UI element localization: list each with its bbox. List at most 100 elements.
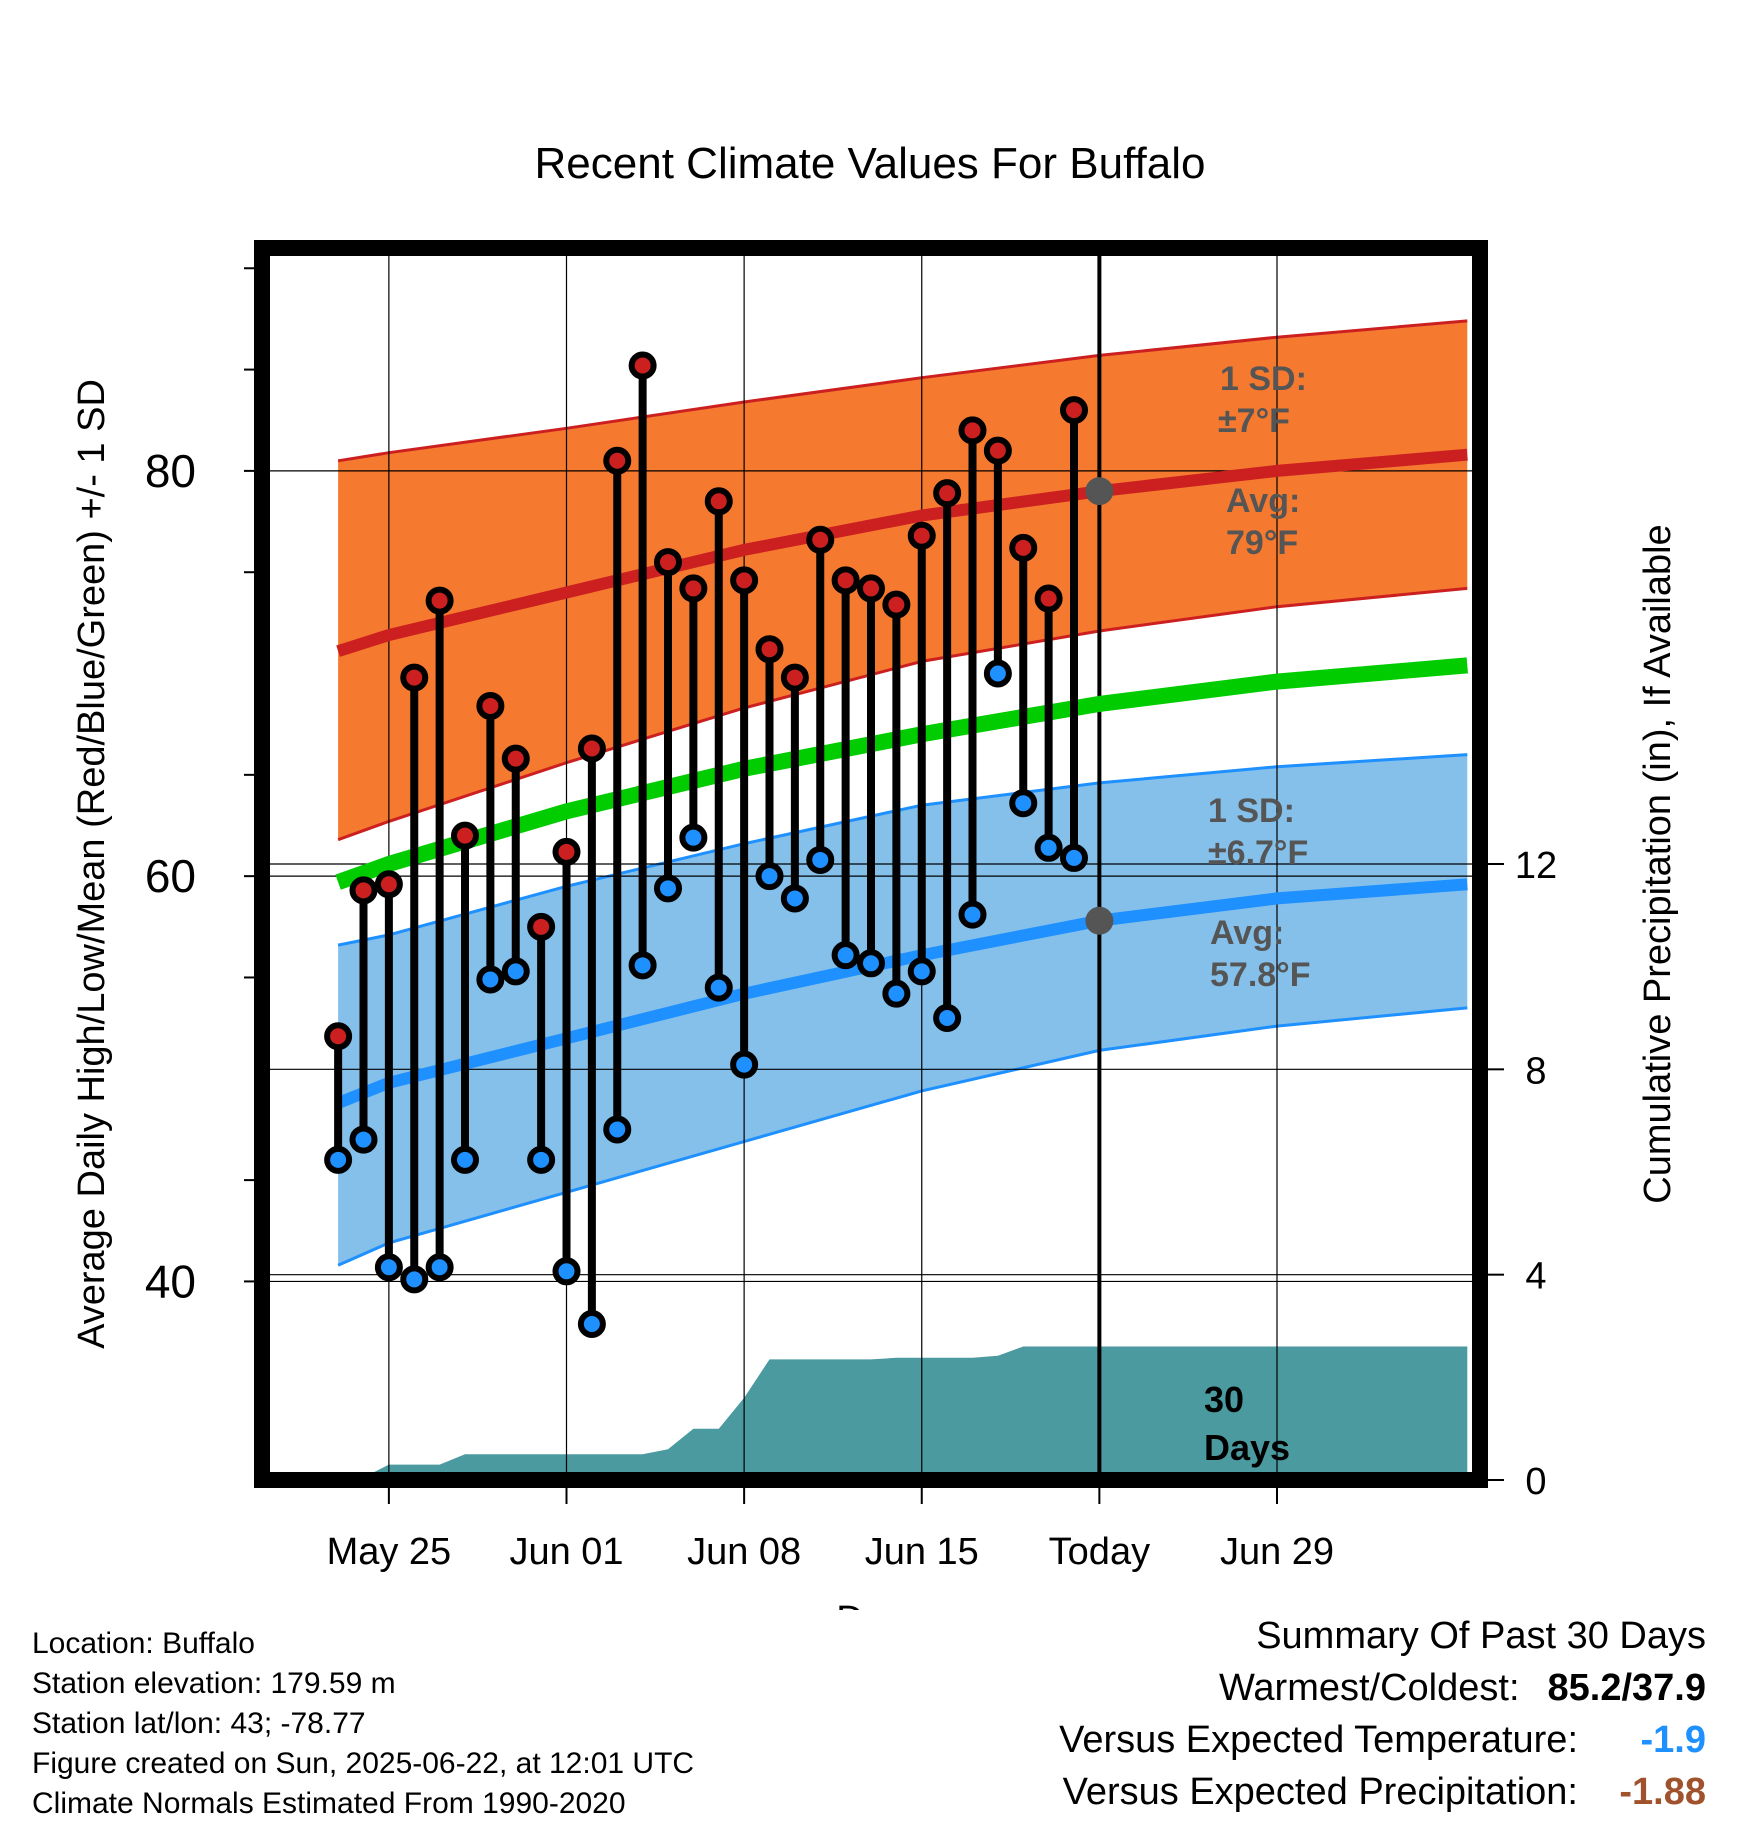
low-point: [603, 1115, 632, 1144]
low-point: [577, 1309, 606, 1338]
high-point: [577, 734, 606, 763]
location-text: Location: Buffalo: [32, 1627, 255, 1660]
normals-text: Climate Normals Estimated From 1990-2020: [32, 1787, 626, 1820]
low-point: [324, 1145, 353, 1174]
high-point: [654, 548, 682, 577]
high-point: [1009, 533, 1038, 562]
x-tick-label: Today: [1049, 1531, 1150, 1573]
station-info: Location: Buffalo Station elevation: 179…: [32, 1624, 694, 1824]
climate-chart: Recent Climate Values For Buffalo May 25…: [71, 139, 1679, 1610]
high-point: [476, 691, 505, 720]
high-point: [857, 574, 885, 603]
y-tick-label: 40: [145, 1255, 196, 1307]
y-tick-label: 60: [145, 850, 196, 902]
x-tick-label: Jun 15: [865, 1531, 979, 1573]
high-point: [1034, 584, 1063, 613]
days-label-line2: Days: [1204, 1427, 1290, 1468]
high-sd-value: ±7°F: [1218, 402, 1290, 440]
low-point: [857, 949, 885, 978]
x-tick-label: Jun 01: [509, 1531, 623, 1573]
latlon-text: Station lat/lon: 43; -78.77: [32, 1707, 366, 1740]
low-point: [501, 957, 530, 986]
high-point: [324, 1022, 353, 1051]
low-point: [349, 1125, 378, 1154]
low-point: [933, 1004, 962, 1032]
low-sd-label: 1 SD:: [1208, 792, 1295, 830]
today-high-marker: [1085, 477, 1114, 506]
low-point: [679, 823, 708, 852]
x-axis-label: Day: [836, 1599, 904, 1610]
y2-tick-label: 4: [1525, 1256, 1546, 1298]
elevation-text: Station elevation: 179.59 m: [32, 1667, 396, 1700]
high-point: [501, 744, 530, 773]
precip-label: Versus Expected Precipitation:: [1062, 1771, 1578, 1813]
low-point: [730, 1050, 759, 1079]
high-point: [425, 586, 454, 615]
low-point: [704, 973, 733, 1002]
high-point: [603, 446, 632, 475]
low-point: [400, 1265, 429, 1294]
avg-low-line: [335, 878, 1468, 1109]
chart-title: Recent Climate Values For Buffalo: [535, 139, 1206, 188]
summary-precip: Versus Expected Precipitation: -1.88: [1059, 1766, 1706, 1818]
high-point: [882, 590, 911, 619]
summary-panel: Summary Of Past 30 Days Warmest/Coldest:…: [1059, 1610, 1706, 1818]
summary-temp: Versus Expected Temperature: -1.9: [1059, 1714, 1706, 1766]
high-point: [958, 416, 987, 445]
low-point: [831, 941, 860, 970]
y2-tick-label: 8: [1525, 1050, 1546, 1092]
low-point: [907, 957, 936, 986]
low-point: [476, 965, 505, 994]
low-point: [628, 951, 657, 980]
high-avg-value: 79°F: [1226, 524, 1298, 562]
high-point: [755, 635, 784, 664]
low-point: [425, 1253, 454, 1282]
high-plus-sd-line: [337, 319, 1468, 463]
low-sd-value: ±6.7°F: [1208, 834, 1308, 872]
low-point: [1034, 833, 1063, 862]
low-avg-value: 57.8°F: [1210, 956, 1311, 994]
high-point: [527, 912, 556, 941]
x-tick-label: Jun 29: [1220, 1531, 1334, 1573]
high-point: [831, 566, 860, 595]
high-point: [704, 487, 733, 516]
summary-title: Summary Of Past 30 Days: [1256, 1615, 1706, 1657]
precip-area: [338, 1346, 1468, 1480]
high-sd-label: 1 SD:: [1220, 360, 1307, 398]
precip-value: -1.88: [1619, 1771, 1706, 1813]
low-plus-sd-line: [337, 753, 1468, 947]
low-point: [552, 1257, 581, 1286]
low-point: [983, 659, 1012, 688]
low-point: [374, 1253, 403, 1282]
high-point: [628, 351, 657, 380]
low-point: [780, 884, 809, 913]
warm-cold-label: Warmest/Coldest:: [1218, 1667, 1520, 1709]
temp-label: Versus Expected Temperature:: [1059, 1719, 1578, 1761]
high-point: [983, 436, 1012, 465]
y-axis-label: Average Daily High/Low/Mean (Red/Blue/Gr…: [71, 379, 113, 1349]
high-point: [806, 525, 835, 554]
low-point: [958, 900, 987, 929]
y2-tick-label: 12: [1515, 845, 1557, 887]
low-point: [882, 979, 911, 1008]
low-minus-sd-line: [337, 1006, 1468, 1267]
high-point: [933, 479, 962, 508]
x-tick-label: Jun 08: [687, 1531, 801, 1573]
high-point: [780, 663, 809, 692]
high-minus-sd-line: [337, 586, 1468, 842]
high-point: [349, 876, 378, 905]
plot-frame: [254, 240, 1488, 1488]
high-avg-label: Avg:: [1226, 482, 1300, 520]
low-point: [654, 874, 682, 903]
x-tick-label: May 25: [327, 1531, 452, 1573]
days-label-line1: 30: [1204, 1379, 1244, 1420]
low-point: [1009, 789, 1038, 818]
today-low-marker: [1085, 906, 1114, 935]
high-point: [552, 837, 581, 866]
summary-warm-cold: Warmest/Coldest: 85.2/37.9: [1059, 1662, 1706, 1714]
warm-cold-value: 85.2/37.9: [1547, 1667, 1706, 1709]
low-point: [451, 1145, 479, 1174]
low-avg-label: Avg:: [1210, 914, 1284, 952]
y2-axis-label: Cumulative Precipitation (in), If Availa…: [1637, 524, 1679, 1203]
avg-high-line: [336, 448, 1468, 657]
